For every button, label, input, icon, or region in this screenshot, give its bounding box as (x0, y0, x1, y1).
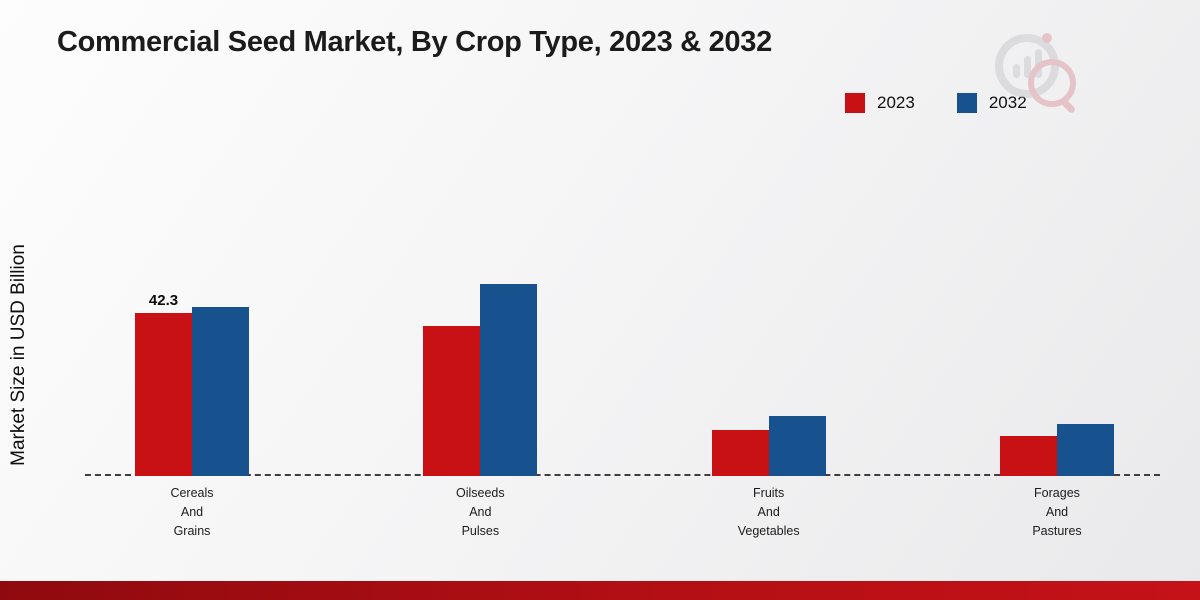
footer-red-band (0, 581, 1200, 600)
x-axis-dashed-baseline (85, 474, 1160, 476)
category-labels: Cereals And Grains Oilseeds And Pulses Fruits A… (85, 484, 1160, 541)
legend: 2023 2032 (845, 93, 1027, 113)
bar-2023-oilseeds (423, 325, 481, 476)
bar-2023-cereals (135, 313, 192, 476)
category-label-forages: Forages And Pastures (1032, 486, 1082, 538)
bar-group-forages-and-pastures (999, 424, 1114, 476)
category-label-oilseeds: Oilseeds And Pulses (456, 486, 505, 538)
bar-group-cereals-and-grains: 42.3 (135, 292, 249, 476)
bar-group-oilseeds-and-pulses (423, 283, 538, 476)
category-label-fruits: Fruits And Vegetables (737, 486, 800, 538)
legend-item-2032: 2032 (956, 93, 1027, 113)
bar-group-fruits-and-vegetables (711, 416, 826, 476)
bar-2023-fruits (711, 429, 769, 476)
category-label-cereals: Cereals And Grains (170, 486, 214, 538)
bar-2032-oilseeds (480, 283, 538, 476)
bar-2032-cereals (192, 306, 249, 476)
bar-2032-fruits (768, 416, 826, 476)
bar-value-label: 42.3 (148, 292, 179, 310)
legend-label-2032: 2032 (988, 93, 1027, 112)
brand-watermark-logo (995, 33, 1076, 113)
y-axis-label: Market Size in USD Billion (8, 244, 29, 466)
bar-2032-forages (1056, 424, 1114, 476)
plot-area: 42.3 (85, 211, 1160, 476)
bar-2023-forages (999, 435, 1057, 476)
legend-item-2023: 2023 (845, 93, 915, 113)
chart-title: Commercial Seed Market, By Crop Type, 20… (57, 26, 772, 58)
legend-label-2023: 2023 (877, 93, 915, 112)
legend-swatch-2032 (956, 93, 977, 113)
legend-swatch-2023 (845, 93, 865, 113)
